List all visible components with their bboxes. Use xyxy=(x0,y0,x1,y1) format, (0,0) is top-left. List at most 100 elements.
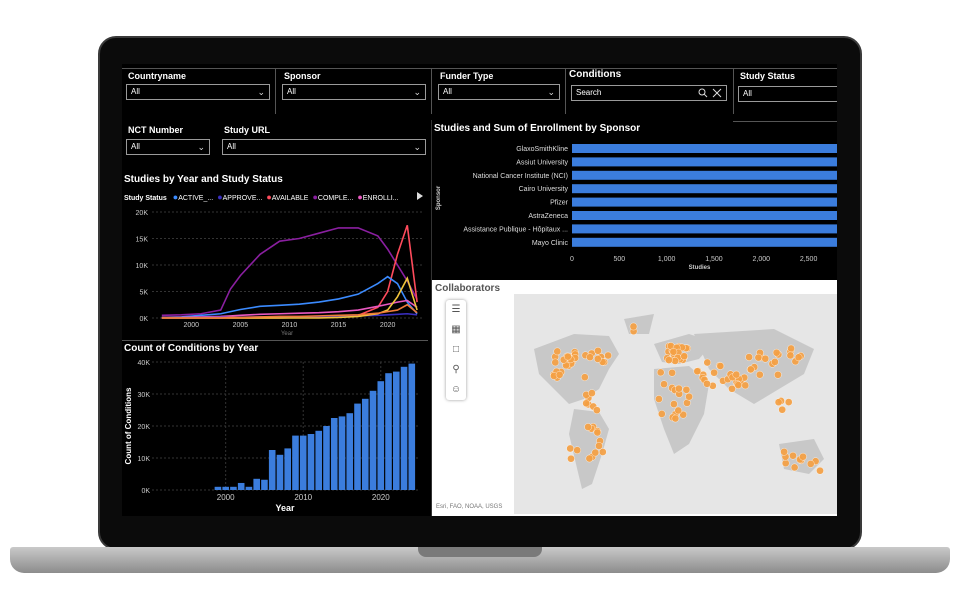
collaborator-dot xyxy=(680,352,688,361)
collaborator-dot xyxy=(564,352,572,361)
divider xyxy=(565,68,566,114)
collaborator-dot xyxy=(594,347,602,355)
collaborator-dot xyxy=(593,428,602,437)
x-tick-label: 2015 xyxy=(331,322,347,329)
column-bar xyxy=(237,482,245,490)
column-bar xyxy=(361,398,369,490)
collaborator-dot xyxy=(657,410,666,418)
column-bar xyxy=(230,486,237,490)
qr-icon[interactable]: ▦ xyxy=(451,324,461,335)
column-bar xyxy=(307,434,315,490)
divider xyxy=(122,340,428,341)
sponsor-label: Pfizer xyxy=(550,200,569,207)
collaborator-dot xyxy=(710,368,718,377)
study-url-dropdown[interactable]: All ⌄ xyxy=(222,139,426,155)
legend-entry[interactable]: ●APPROVE... xyxy=(217,192,263,202)
collaborator-dot xyxy=(660,380,668,388)
column-bar xyxy=(261,479,268,490)
conditions-search-input[interactable]: Search xyxy=(571,85,727,101)
collaborator-dot xyxy=(781,459,790,467)
column-bar xyxy=(323,426,330,490)
sponsor-chart-title: Studies and Sum of Enrollment by Sponsor xyxy=(434,123,641,134)
column-bar xyxy=(299,435,307,490)
study-status-label: Study Status xyxy=(740,71,796,81)
play-icon[interactable] xyxy=(416,191,424,201)
dashboard-screen: Countryname All ⌄ Sponsor All ⌄ Funder Typ… xyxy=(122,64,837,516)
sponsor-bar xyxy=(572,170,837,180)
study-url-value: All xyxy=(227,142,236,151)
collaborator-dot xyxy=(780,447,788,456)
x-tick-label: 2,000 xyxy=(753,256,771,263)
y-tick-label: 40K xyxy=(138,360,151,367)
zoom-icon[interactable]: ⚲ xyxy=(452,364,460,375)
x-tick-label: 2000 xyxy=(183,322,199,329)
collaborator-dot xyxy=(670,400,678,408)
legend-items: ●ACTIVE_... ●APPROVE... ●AVAILABLE ●COMPLE.… xyxy=(169,192,399,202)
collaborator-dot xyxy=(741,381,750,390)
person-icon[interactable]: ☺ xyxy=(450,384,462,395)
column-bar xyxy=(253,478,260,490)
sponsor-dropdown[interactable]: All ⌄ xyxy=(282,84,426,100)
collaborator-dot xyxy=(584,423,592,431)
x-tick-label: 0 xyxy=(570,256,574,263)
divider xyxy=(275,68,276,114)
column-bar xyxy=(276,454,284,490)
legend-entry[interactable]: ●ACTIVE_... xyxy=(172,192,214,202)
collaborator-dot xyxy=(784,398,793,406)
nct-number-dropdown[interactable]: All ⌄ xyxy=(126,139,210,155)
layers-icon[interactable]: ☰ xyxy=(451,304,461,315)
column-bar xyxy=(385,373,392,490)
collaborator-dot xyxy=(772,348,781,357)
search-icon[interactable] xyxy=(698,88,708,98)
funder-type-label: Funder Type xyxy=(440,71,494,81)
laptop-notch xyxy=(418,547,542,557)
column-bar xyxy=(377,381,385,490)
column-bar xyxy=(354,403,361,490)
chevron-down-icon: ⌄ xyxy=(413,142,421,152)
sponsor-bar xyxy=(572,144,837,153)
collaborator-dot xyxy=(754,353,763,362)
map-toolbar: ☰ ▦ □ ⚲ ☺ xyxy=(446,300,466,400)
countryname-dropdown[interactable]: All ⌄ xyxy=(126,84,270,100)
collaborator-dot xyxy=(745,353,753,361)
collaborator-dot xyxy=(778,405,787,414)
x-axis-label: Studies xyxy=(689,265,711,271)
sponsor-label: Cairo University xyxy=(519,186,569,193)
map-title: Collaborators xyxy=(435,283,501,294)
x-axis-label: Year xyxy=(275,503,295,513)
select-icon[interactable]: □ xyxy=(452,344,460,355)
column-bar xyxy=(392,371,400,490)
y-axis-label: Sponsor xyxy=(436,185,442,210)
legend-entry[interactable]: ●COMPLE... xyxy=(312,192,354,202)
nct-number-value: All xyxy=(131,142,140,151)
close-icon[interactable] xyxy=(712,88,722,98)
column-bar xyxy=(369,390,377,490)
legend-entry[interactable]: ●AVAILABLE xyxy=(266,192,309,202)
study-status-dropdown[interactable]: All xyxy=(738,86,837,102)
collaborator-dot xyxy=(655,395,663,403)
funder-type-value: All xyxy=(443,87,452,96)
legend-entry[interactable]: ●ENROLLI... xyxy=(357,192,399,202)
y-tick-label: 10K xyxy=(136,263,149,270)
column-bar xyxy=(338,416,346,490)
sponsor-label: AstraZeneca xyxy=(528,213,568,220)
sponsor-label: Sponsor xyxy=(284,71,321,81)
sponsor-label: Assiut University xyxy=(516,159,568,166)
collaborator-dot xyxy=(591,448,600,457)
x-tick-label: 2000 xyxy=(217,493,235,502)
collaborator-dot xyxy=(761,354,770,363)
collaborator-dot xyxy=(787,344,795,353)
funder-type-dropdown[interactable]: All ⌄ xyxy=(438,84,560,100)
collaborator-dot xyxy=(685,392,693,401)
column-bar xyxy=(346,413,354,490)
series-line xyxy=(161,275,418,319)
x-tick-label: 1,000 xyxy=(658,256,676,263)
sponsor-bar xyxy=(572,211,837,220)
world-map[interactable] xyxy=(514,294,837,514)
y-tick-label: 15K xyxy=(136,237,149,244)
collaborator-dot xyxy=(693,367,702,376)
collaborator-dot xyxy=(665,356,673,364)
collaborator-dot xyxy=(679,410,687,419)
collaborator-dot xyxy=(703,380,711,388)
collaborator-dot xyxy=(671,414,680,423)
